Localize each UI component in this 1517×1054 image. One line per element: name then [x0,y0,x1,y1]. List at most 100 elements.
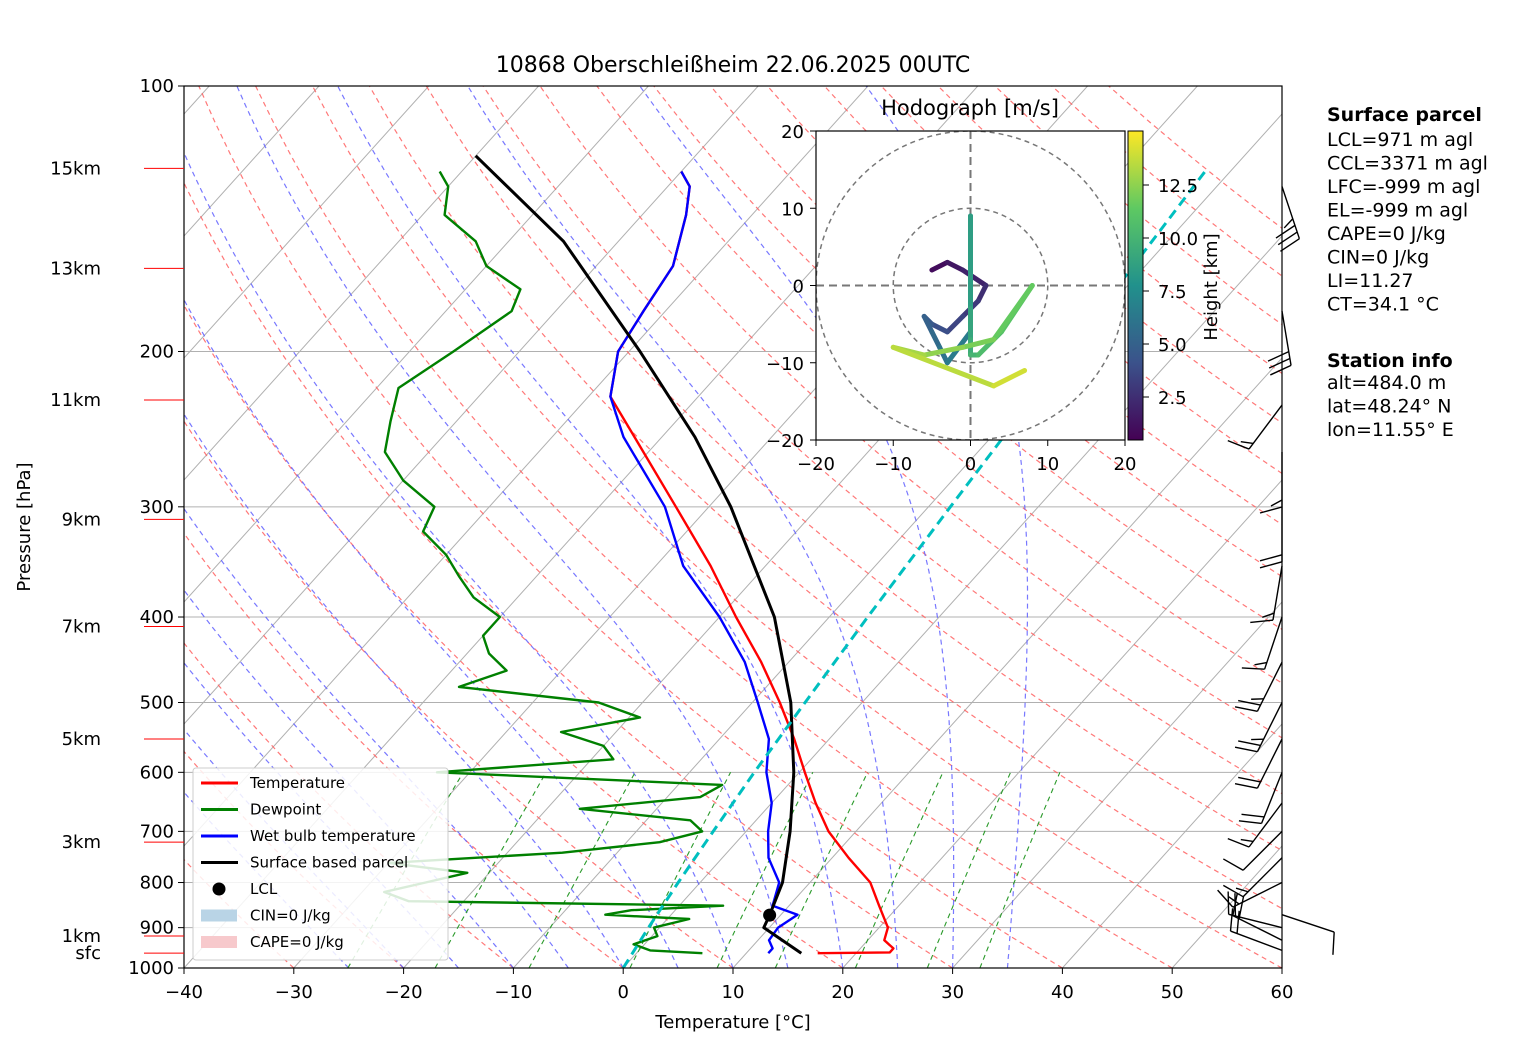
y-axis-label: Pressure [hPa] [14,462,35,591]
isotherm-line [1062,723,1282,968]
barb-flag [1240,838,1254,843]
x-tick-label: 20 [831,982,854,1003]
y-tick-label: 800 [140,873,174,894]
hodo-y-tick-label: −20 [766,431,804,452]
lcl-marker [763,908,777,922]
hodograph-segment [929,259,950,273]
y-tick-label: 1000 [128,958,174,979]
barb-flag [1241,813,1265,818]
barb-flag [1332,932,1335,955]
dry-adiabat-line [184,304,844,968]
mixing-ratio-line [528,772,636,968]
barb-flag [1234,706,1258,713]
wind-barb [1222,830,1283,871]
barb-flag [1222,884,1244,898]
legend: Temperature Dewpoint Wet bulb temperature S… [192,767,449,961]
barb-flag [1250,619,1274,624]
barb-flag [1262,612,1275,618]
hodograph-segment [991,367,1028,389]
wind-barb [1227,404,1283,450]
mixing-ratio-line [434,772,547,968]
hodo-x-tick-label: −20 [797,454,835,475]
dry-adiabat-line [311,86,1282,968]
wind-barb [1234,738,1283,789]
height-tick-label: 7km [62,616,101,637]
colorbar-tick-label: 7.5 [1158,282,1187,303]
chart-title: 10868 Oberschleißheim 22.06.2025 00UTC [496,53,971,78]
colorbar-tick-label: 5.0 [1158,335,1187,356]
isotherm-line [622,235,1282,968]
surface-parcel-line: CT=34.1 °C [1327,294,1439,316]
hodo-y-tick-label: 10 [781,199,804,220]
hodo-y-tick-label: 0 [793,277,804,298]
hodograph-segment [944,259,966,273]
barb-flag [1238,896,1245,919]
legend-swatch [201,909,237,922]
barb-flag [1240,440,1254,445]
wind-barb [1259,452,1283,514]
y-tick-label: 500 [140,692,174,713]
barb-flag [1235,887,1249,893]
hodograph-segment [960,337,997,350]
y-tick-label: 200 [140,342,174,363]
legend-label: Temperature [249,774,345,792]
barb-flag [1217,889,1234,908]
colorbar-tick-label: 12.5 [1158,176,1198,197]
hodo-x-tick-label: −10 [874,454,912,475]
x-tick-label: 40 [1051,982,1074,1003]
hodograph-title: Hodograph [m/s] [881,96,1059,120]
barb-flag [1283,218,1294,229]
hodograph-segment [929,321,950,335]
y-tick-label: 100 [140,76,174,97]
hodograph: Hodograph [m/s] 20 10 0 −10 −20−20 −10 0 10 20 1… [766,96,1222,475]
isotherm-line [184,86,539,481]
height-tick-label: 11km [50,390,101,411]
surface-parcel-line: CAPE=0 J/kg [1327,223,1446,245]
dry-adiabat-line [482,86,1282,795]
barb-flag [1227,837,1250,848]
x-tick-label: 10 [722,982,745,1003]
barb-staff [1248,404,1283,450]
x-axis-ticks: −40 −30 −20 −10 0 10 20 30 40 50 60 [165,968,1293,1003]
isotherm-line [732,357,1282,968]
station-info-line: alt=484.0 m [1327,372,1446,394]
moist-adiabat-line [184,413,624,968]
hodograph-segment [921,344,966,358]
x-tick-label: −10 [494,982,532,1003]
mixing-ratio-line [774,772,869,968]
barb-staff [1230,930,1283,952]
data-lines [383,154,1207,968]
barb-flag [1275,224,1296,239]
dry-adiabat-line [255,86,1173,968]
x-tick-label: 60 [1271,982,1294,1003]
isotherm-line [952,601,1282,968]
hodograph-segment [921,313,935,335]
barb-flag [1259,506,1283,514]
height-tick-label: 15km [50,158,101,179]
dry-adiabat-line [184,532,624,968]
barb-flag [1280,238,1300,252]
y-axis-ticks: 100 200 300 400 500 600 700 800 900 1000 [128,76,184,979]
barb-staff [1242,857,1283,898]
hodo-x-tick-label: 10 [1036,454,1059,475]
height-tick-label: 1km [62,926,101,947]
barb-staff [1248,802,1283,848]
barb-flag [1254,661,1267,666]
wetbulb-line [609,170,799,955]
wind-barb [1227,802,1283,848]
barb-flag [1227,439,1250,450]
hodograph-segment [991,283,1035,343]
surface-parcel-line: LCL=971 m agl [1327,129,1473,151]
colorbar-tick-label: 10.0 [1158,229,1198,250]
barb-flag [1270,499,1283,507]
barb-flag [1270,364,1292,376]
y-tick-label: 300 [140,497,174,518]
barb-flag [1238,740,1261,747]
wind-barb [1229,908,1283,952]
colorbar-label: Height [km] [1201,233,1222,340]
barb-flag [1238,820,1262,825]
y-tick-label: 700 [140,821,174,842]
mixing-ratio-line [716,772,814,968]
isotherm-line [184,86,759,725]
